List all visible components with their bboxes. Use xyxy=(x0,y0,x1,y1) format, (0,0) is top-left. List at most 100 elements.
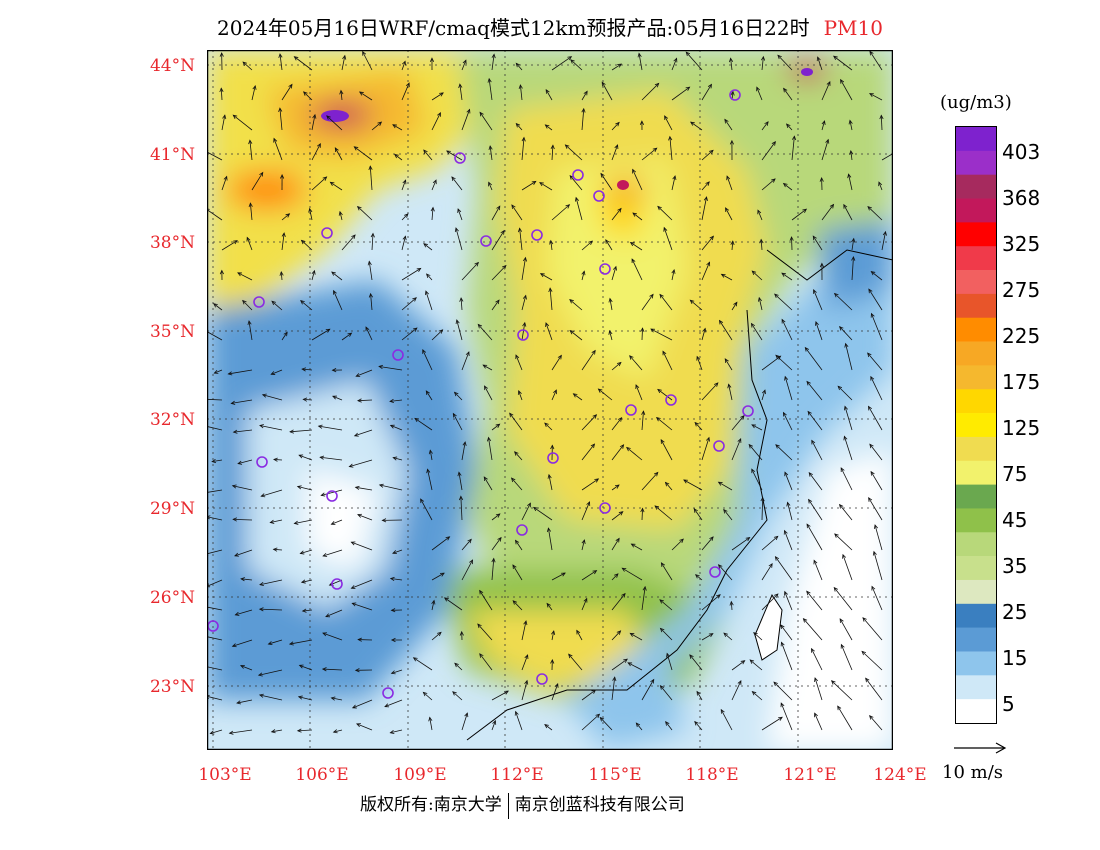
wind-vector xyxy=(601,82,613,101)
wind-vector xyxy=(761,497,764,521)
lon-label-112: 112°E xyxy=(490,765,544,785)
wind-arrowhead xyxy=(590,443,596,449)
wind-vector xyxy=(627,662,643,671)
wind-arrowhead xyxy=(488,181,492,187)
wind-arrowhead xyxy=(207,208,210,213)
wind-vector xyxy=(371,121,382,131)
colorbar-label: 15 xyxy=(1002,646,1028,670)
wind-vector xyxy=(521,503,531,521)
colorbar-swatch xyxy=(956,675,996,700)
wind-vector xyxy=(545,322,553,341)
lat-label-35: 35°N xyxy=(149,322,195,342)
wind-arrowhead xyxy=(615,537,620,543)
wind-vector xyxy=(548,474,553,491)
wind-vector xyxy=(351,541,373,551)
wind-vector xyxy=(757,210,763,221)
wind-arrowhead xyxy=(211,459,217,464)
wind-arrowhead xyxy=(544,422,549,428)
wind-vector xyxy=(661,562,673,581)
wind-arrowhead xyxy=(665,721,670,726)
wind-vector xyxy=(665,721,673,731)
wind-arrowhead xyxy=(439,92,444,97)
wind-vector xyxy=(242,61,253,71)
wind-arrowhead xyxy=(445,536,451,541)
wind-vector xyxy=(861,651,883,671)
wind-arrowhead xyxy=(438,329,444,334)
wind-arrowhead xyxy=(465,351,470,357)
wind-arrowhead xyxy=(657,205,662,211)
wind-vector xyxy=(808,499,823,521)
wind-vector xyxy=(330,181,343,191)
wind-arrowhead xyxy=(614,484,620,489)
wind-arrowhead xyxy=(657,388,662,394)
wind-arrowhead xyxy=(785,123,791,129)
wind-vector xyxy=(728,384,733,401)
wind-arrowhead xyxy=(649,293,654,299)
wind-vector xyxy=(392,124,403,131)
wind-arrowhead xyxy=(834,533,839,538)
wind-arrowhead xyxy=(871,585,876,591)
wind-vector xyxy=(761,178,776,191)
wind-arrowhead xyxy=(843,203,848,209)
lat-label-41: 41°N xyxy=(149,145,195,165)
wind-vector xyxy=(641,147,657,161)
wind-arrowhead xyxy=(561,572,566,577)
wind-arrowhead xyxy=(873,524,878,530)
wind-arrowhead xyxy=(389,576,395,581)
wind-vectors xyxy=(207,50,893,735)
wind-vector xyxy=(844,436,853,461)
wind-vector xyxy=(749,659,763,671)
wind-vector xyxy=(775,354,793,371)
wind-vector xyxy=(491,54,495,71)
wind-vector xyxy=(689,654,703,671)
wind-arrowhead xyxy=(458,83,463,89)
wind-arrowhead xyxy=(390,637,396,643)
colorbar-label: 5 xyxy=(1002,692,1015,716)
wind-vector xyxy=(207,666,223,671)
wind-vector xyxy=(294,56,313,71)
wind-vector xyxy=(600,173,613,191)
wind-arrowhead xyxy=(748,443,753,449)
wind-vector xyxy=(322,632,343,641)
wind-vector xyxy=(545,124,553,131)
colorbar-swatch xyxy=(956,699,996,724)
wind-arrowhead xyxy=(273,457,278,462)
wind-arrowhead xyxy=(550,658,555,664)
wind-vector xyxy=(551,572,566,581)
wind-arrowhead xyxy=(423,243,428,248)
wind-vector xyxy=(332,395,343,401)
wind-vector xyxy=(631,258,643,281)
station-marker xyxy=(593,190,605,202)
wind-vector xyxy=(777,54,793,71)
wind-arrowhead xyxy=(495,299,500,305)
wind-vector xyxy=(631,543,643,551)
wind-vector xyxy=(521,181,536,191)
wind-arrowhead xyxy=(632,212,638,217)
colorbar-swatch xyxy=(956,198,996,223)
wind-vector xyxy=(611,208,622,221)
wind-arrowhead xyxy=(751,468,756,474)
wind-vector xyxy=(355,486,373,491)
wind-arrowhead xyxy=(288,641,294,646)
wind-vector xyxy=(309,208,313,221)
wind-vector xyxy=(839,326,853,341)
wind-arrowhead xyxy=(333,289,337,295)
wind-vector xyxy=(719,320,733,341)
wind-vector xyxy=(384,699,403,707)
wind-vector xyxy=(444,597,463,611)
wind-vector xyxy=(414,418,433,431)
wind-arrowhead xyxy=(213,369,219,374)
wind-vector xyxy=(581,91,588,101)
wind-arrowhead xyxy=(390,608,396,613)
wind-arrowhead xyxy=(762,389,766,395)
wind-vector xyxy=(352,602,373,611)
wind-arrowhead xyxy=(219,269,224,275)
wind-arrowhead xyxy=(642,585,647,591)
wind-arrowhead xyxy=(248,202,253,208)
wind-vector xyxy=(454,392,463,401)
wind-arrowhead xyxy=(773,681,778,687)
wind-arrowhead xyxy=(617,63,623,68)
wind-arrowhead xyxy=(872,550,877,556)
station-marker xyxy=(454,152,466,164)
wind-arrowhead xyxy=(586,501,591,506)
